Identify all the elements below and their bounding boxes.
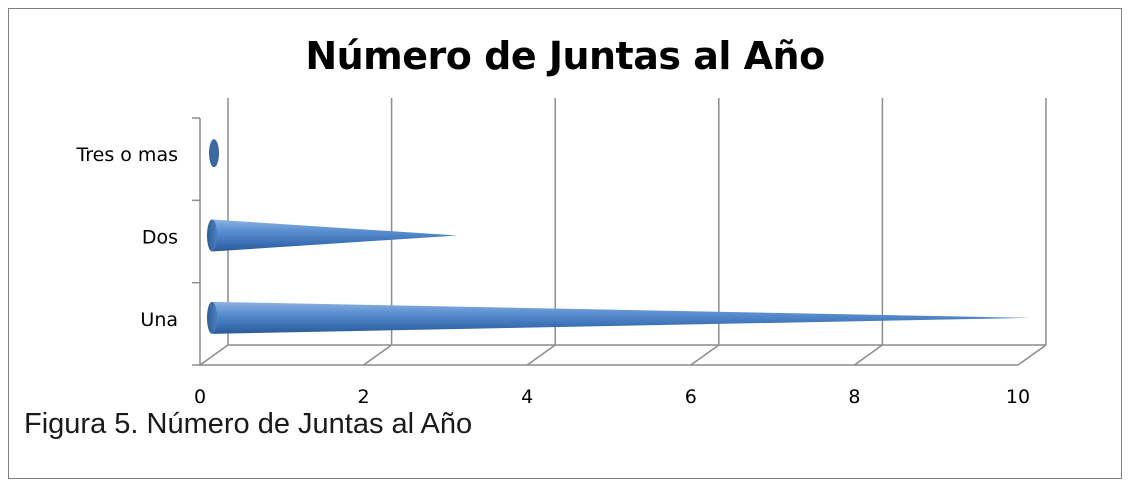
- x-tick-label: 6: [685, 386, 697, 408]
- cone-base: [207, 301, 217, 334]
- cone-base: [207, 219, 217, 252]
- chart-frame: [8, 8, 1122, 479]
- cone-bar: [207, 301, 1030, 334]
- x-tick-label: 2: [358, 386, 370, 408]
- floor-grid-line: [853, 344, 883, 366]
- cone-bar: [207, 219, 458, 252]
- cone-body: [212, 301, 1030, 334]
- figure-caption: Figura 5. Número de Juntas al Año: [24, 408, 473, 440]
- floor-grid-line: [690, 344, 720, 366]
- cone-base: [209, 139, 219, 168]
- chart-title: Número de Juntas al Año: [305, 34, 825, 78]
- y-tick-label: Tres o mas: [75, 144, 178, 166]
- axes-layer: [192, 98, 1047, 366]
- x-tick-label: 0: [194, 386, 206, 408]
- marks-layer: [207, 139, 1030, 334]
- floor-grid-line: [526, 344, 556, 366]
- y-tick-label: Dos: [142, 227, 178, 249]
- cone-body: [212, 219, 458, 252]
- floor-grid-line: [199, 344, 229, 366]
- y-tick-label: Una: [140, 309, 178, 331]
- cone-bar: [209, 139, 219, 168]
- floor-grid-line: [363, 344, 393, 366]
- x-tick-label: 10: [1006, 386, 1030, 408]
- x-tick-label: 8: [848, 386, 860, 408]
- labels-layer: 0 2 4 6 8 10 Una Dos Tres o mas: [75, 144, 1030, 408]
- floor-grid-line: [1017, 344, 1047, 366]
- x-tick-label: 4: [521, 386, 533, 408]
